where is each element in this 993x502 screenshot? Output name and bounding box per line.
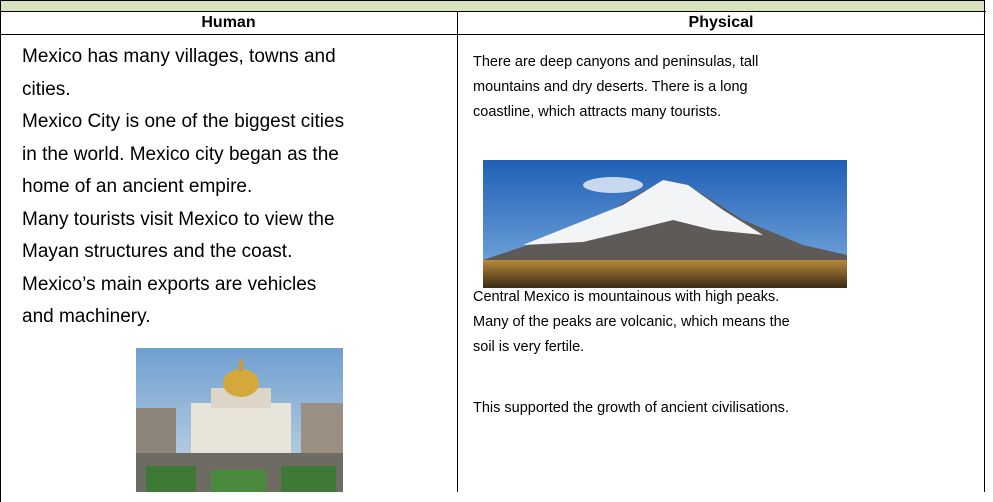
mountain-photo [483, 160, 847, 288]
text-line: Mayan structures and the coast. [22, 236, 292, 268]
text-line: Many tourists visit Mexico to view the [22, 204, 335, 236]
page: {"table": { "human": {"heading": "Human"… [0, 0, 993, 492]
text-line: Mexico has many villages, towns and [22, 41, 336, 73]
table-border [984, 11, 985, 492]
text-line: cities. [22, 74, 71, 106]
text-line: soil is very fertile. [473, 335, 584, 360]
column-heading: Physical [457, 11, 985, 34]
banner [0, 0, 985, 11]
text-line: and machinery. [22, 301, 151, 333]
text-line: Central Mexico is mountainous with high … [473, 285, 779, 310]
text-line: home of an ancient empire. [22, 171, 252, 203]
text-line: Mexico’s main exports are vehicles [22, 269, 316, 301]
column-divider [457, 11, 458, 492]
palace-photo [136, 348, 343, 492]
row-divider [0, 34, 985, 35]
text-line: coastline, which attracts many tourists. [473, 100, 721, 125]
text-line: There are deep canyons and peninsulas, t… [473, 50, 758, 75]
text-line: mountains and dry deserts. There is a lo… [473, 75, 748, 100]
text-line: in the world. Mexico city began as the [22, 139, 339, 171]
text-line: This supported the growth of ancient civ… [473, 396, 789, 421]
text-line: Many of the peaks are volcanic, which me… [473, 310, 790, 335]
column-heading: Human [0, 11, 457, 34]
text-line: Mexico City is one of the biggest cities [22, 106, 344, 138]
